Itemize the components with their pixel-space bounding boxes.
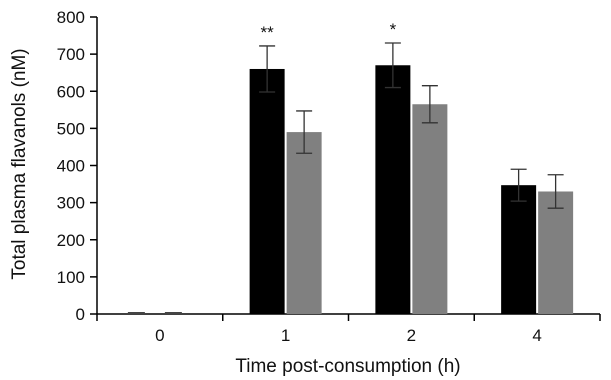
bar-series-1-cat-2: [375, 65, 411, 314]
x-tick-label: 2: [407, 326, 416, 345]
y-tick-label: 600: [57, 82, 85, 101]
annotations-group: ** *: [261, 20, 397, 42]
y-tick-label: 100: [57, 268, 85, 287]
y-tick-label: 300: [57, 194, 85, 213]
y-tick-label: 0: [76, 305, 85, 324]
bar-series-2-cat-4: [538, 191, 574, 314]
significance-marker: **: [261, 23, 275, 42]
y-tick-label: 200: [57, 231, 85, 250]
x-tick-label: 0: [155, 326, 164, 345]
bar-series-2-cat-1: [286, 132, 322, 314]
bar-series-1-cat-4: [501, 185, 537, 314]
x-tick-label: 4: [532, 326, 541, 345]
significance-marker: *: [390, 20, 397, 39]
error-bars-group: [259, 42, 564, 209]
y-axis-title: Total plasma flavanols (nM): [9, 48, 30, 279]
bars-group: [127, 65, 574, 315]
bar-series-1-cat-1: [249, 68, 285, 314]
y-tick-label: 400: [57, 157, 85, 176]
y-axis: 0 100 200 300 400 500 600 700 800: [57, 8, 98, 324]
x-axis: 0 1 2 4: [96, 313, 601, 345]
y-tick-label: 800: [57, 8, 85, 27]
y-tick-label: 500: [57, 119, 85, 138]
x-tick-label: 1: [281, 326, 290, 345]
x-axis-title: Time post-consumption (h): [235, 356, 460, 377]
bar-series-2-cat-2: [412, 104, 448, 315]
y-tick-label: 700: [57, 45, 85, 64]
